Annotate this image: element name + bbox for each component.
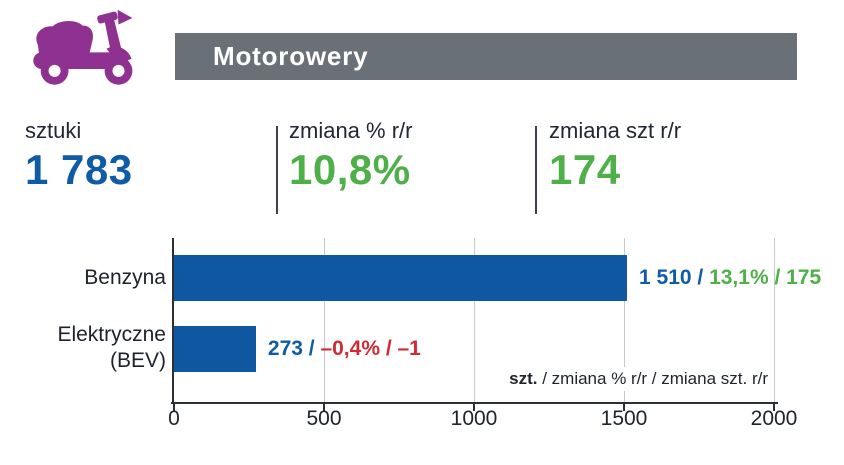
x-tick-500 — [323, 402, 325, 411]
x-tick-0 — [173, 402, 175, 411]
bar-elektryczne — [174, 326, 256, 372]
bar-elektryczne-separator: / — [302, 337, 321, 360]
bar-elektryczne-units: 273 — [267, 337, 303, 360]
stat-change-percent-value: 10,8% — [289, 146, 411, 193]
x-tick-label-0: 0 — [168, 407, 180, 430]
stat-change-percent-label: zmiana % r/r — [289, 118, 413, 143]
y-axis-line — [172, 238, 174, 404]
category-label-benzyna: Benzyna — [84, 266, 166, 289]
scooter-icon — [26, 6, 148, 94]
stat-divider — [535, 126, 537, 214]
bar-row-elektryczne: 273 / –0,4% / –1 — [174, 326, 774, 372]
page-title: Motorowery — [213, 41, 369, 71]
x-tick-1000 — [473, 402, 475, 411]
x-tick-label-500: 500 — [306, 407, 342, 430]
x-tick-label-1000: 1000 — [450, 407, 498, 430]
bar-elektryczne-change: –0,4% / –1 — [320, 337, 421, 360]
gridline-2000 — [773, 238, 775, 403]
stat-total-units-label: sztuki — [25, 118, 82, 143]
bar-benzyna-change: 13,1% / 175 — [709, 266, 822, 289]
x-tick-label-1500: 1500 — [600, 407, 648, 430]
x-tick-2000 — [773, 402, 775, 411]
stat-total-units-value: 1 783 — [25, 146, 133, 193]
gridline-500 — [323, 238, 325, 403]
stat-change-percent: zmiana % r/r 10,8% — [289, 116, 412, 194]
stat-change-units-label: zmiana szt r/r — [549, 118, 682, 143]
category-label-elektryczne: Elektryczne (BEV) — [57, 323, 166, 372]
section-header: Motorowery — [175, 33, 797, 80]
bar-benzyna-units: 1 510 — [639, 266, 692, 289]
stat-change-units-value: 174 — [549, 146, 621, 193]
bar-label-benzyna: 1 510 / 13,1% / 175 — [639, 266, 821, 290]
chart-legend: szt. / zmiana % r/r / zmiana szt. r/r — [505, 367, 772, 391]
scooter-icon-svg — [33, 9, 133, 85]
bar-benzyna — [174, 255, 627, 301]
stat-divider — [276, 126, 278, 214]
bar-row-benzyna: 1 510 / 13,1% / 175 — [174, 255, 821, 301]
stat-change-units: zmiana szt r/r 174 — [549, 116, 681, 194]
gridline-1000 — [473, 238, 475, 403]
bar-label-elektryczne: 273 / –0,4% / –1 — [268, 337, 421, 361]
x-tick-1500 — [623, 402, 625, 411]
legend-bold-text: szt. — [509, 369, 538, 388]
gridline-1500 — [623, 238, 625, 403]
bar-benzyna-separator: / — [691, 266, 710, 289]
stat-total-units: sztuki 1 783 — [25, 116, 133, 194]
legend-rest-text: / zmiana % r/r / zmiana szt. r/r — [537, 369, 768, 388]
x-tick-label-2000: 2000 — [750, 407, 798, 430]
bar-chart-plot-area: 1 510 / 13,1% / 175 273 / –0,4% / –1 — [174, 238, 821, 403]
